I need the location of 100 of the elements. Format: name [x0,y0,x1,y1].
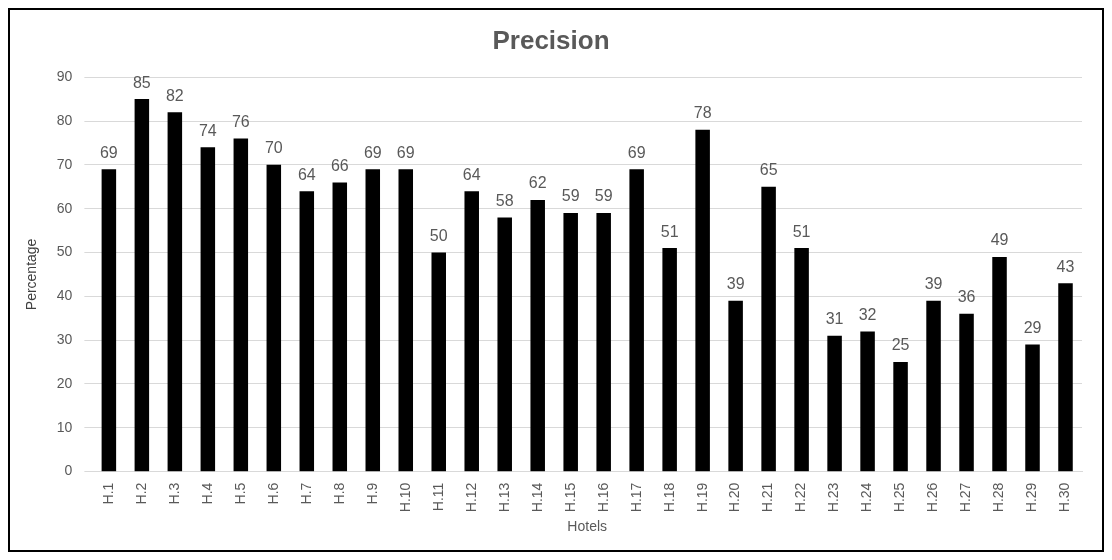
x-tick-label: H.28 [990,482,1007,513]
y-tick-label: 30 [56,331,73,348]
data-label: 85 [132,73,151,91]
x-tick-label: H.14 [528,482,545,513]
x-tick-label: H.7 [297,482,314,505]
y-axis-title: Percentage [23,238,40,311]
y-tick-label: 70 [56,155,73,172]
bar [266,164,282,472]
bar [629,169,644,472]
x-tick-label: H.23 [825,482,842,513]
bar [1025,344,1040,472]
bar [134,99,150,472]
y-tick-label: 90 [56,68,73,85]
x-axis-title: Hotels [567,518,608,535]
x-tick-label: H.3 [165,482,182,505]
x-tick-label: H.19 [693,482,710,513]
bar [728,300,743,472]
data-label: 49 [990,231,1009,249]
y-tick-label: 20 [56,374,73,391]
data-label: 78 [693,104,712,122]
x-tick-label: H.22 [792,482,809,513]
x-tick-label: H.18 [660,482,677,513]
x-tick-label: H.20 [726,482,743,513]
x-tick-label: H.15 [561,482,578,513]
bar [596,213,611,472]
data-label: 51 [660,222,679,240]
data-label: 59 [561,187,580,205]
bar [695,129,710,472]
x-tick-label: H.13 [495,482,512,513]
x-tick-label: H.29 [1023,482,1040,513]
bar [299,191,315,472]
x-tick-label: H.10 [396,482,413,513]
data-label: 31 [825,310,844,328]
data-label: 64 [297,165,316,183]
data-label: 39 [726,275,745,293]
data-label: 36 [957,288,976,306]
x-tick-label: H.8 [330,482,347,505]
data-label: 58 [495,191,514,209]
y-tick-label: 80 [56,111,73,128]
chart-title: Precision [492,24,610,55]
bar [563,213,578,472]
x-tick-label: H.30 [1056,482,1073,513]
bar [662,248,677,472]
x-tick-label: H.6 [264,482,281,505]
bar [398,169,414,472]
bar [827,335,842,472]
data-label: 69 [99,143,118,161]
x-tick-label: H.16 [594,482,611,513]
bar [893,362,908,472]
data-label: 74 [198,121,217,139]
bar [761,186,776,472]
x-tick-label: H.25 [891,482,908,513]
data-label: 51 [792,222,811,240]
bar [167,112,183,472]
data-label: 25 [891,336,910,354]
bar [794,248,809,472]
x-tick-label: H.9 [363,482,380,505]
data-label: 69 [627,143,646,161]
x-tick-label: H.12 [462,482,479,513]
x-tick-label: H.1 [99,482,116,505]
x-tick-label: H.17 [627,482,644,513]
data-label: 69 [396,143,415,161]
x-tick-label: H.11 [429,482,446,512]
data-label: 69 [363,143,382,161]
data-label: 64 [462,165,481,183]
bar [860,331,875,472]
y-tick-label: 60 [56,199,73,216]
bar [101,169,117,472]
x-tick-label: H.26 [924,482,941,513]
data-label: 29 [1023,318,1042,336]
data-label: 39 [924,275,943,293]
bar [431,252,446,472]
x-tick-label: H.21 [759,482,776,513]
data-label: 43 [1056,257,1075,275]
bar [233,138,249,472]
data-label: 50 [429,226,448,244]
data-label: 70 [264,139,283,157]
x-tick-label: H.24 [858,482,875,513]
bar [497,217,512,472]
bar [959,313,974,472]
x-tick-label: H.27 [957,482,974,513]
data-label: 32 [858,305,877,323]
y-tick-label: 40 [56,287,73,304]
data-label: 59 [594,187,613,205]
bar [992,256,1007,472]
bar [200,147,216,472]
data-label: 65 [759,161,778,179]
bar [332,182,348,472]
bar [464,191,479,472]
y-tick-label: 50 [56,243,73,260]
y-tick-label: 10 [56,418,73,435]
x-tick-label: H.4 [198,482,215,505]
y-tick-label: 0 [64,462,73,479]
bar [530,199,545,472]
x-tick-label: H.2 [132,482,149,505]
data-label: 76 [231,112,250,130]
data-label: 62 [528,174,547,192]
bar [365,169,381,472]
data-label: 66 [330,156,349,174]
bar [1058,283,1073,472]
